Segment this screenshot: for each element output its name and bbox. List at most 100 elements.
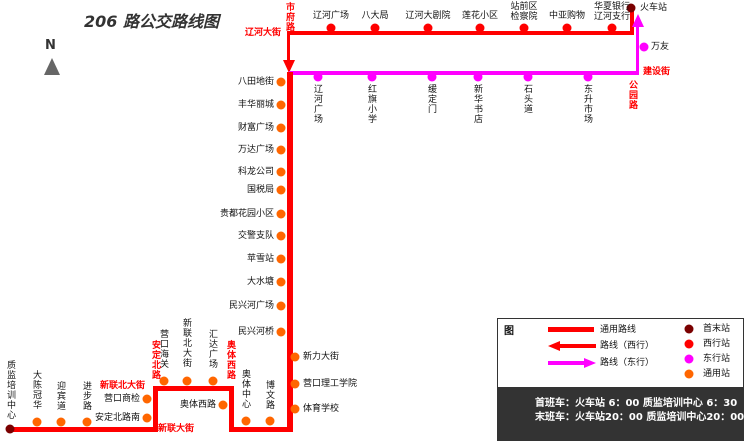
east-stop-label: 辽河广场 <box>312 84 322 124</box>
common-stop <box>241 416 251 426</box>
common-stop-label: 进步路 <box>81 381 91 411</box>
common-stop <box>208 376 218 386</box>
common-stop <box>276 209 286 219</box>
common-stop-label: 财富广场 <box>237 123 274 133</box>
legend-line-label: 路线（西行） <box>600 341 655 351</box>
common-stop <box>290 352 300 362</box>
street-label: 公园路 <box>627 80 637 110</box>
common-stop <box>276 277 286 287</box>
common-stop <box>276 167 286 177</box>
west-stop-label: 华夏银行 辽河支行 <box>593 2 631 22</box>
common-stop <box>218 400 228 410</box>
terminal-label: 质监培训中心 <box>5 360 15 420</box>
legend-stop-dot <box>684 369 694 379</box>
legend-title: 图 <box>504 326 514 337</box>
common-stop-label: 新联北大街 <box>181 318 191 368</box>
east-stop-label: 东升市场 <box>582 84 592 124</box>
east-stop-label: 万友 <box>651 42 670 52</box>
common-stop-label: 民兴河广场 <box>228 301 274 311</box>
common-route-b5 <box>10 427 158 432</box>
common-stop-label: 迎宾道 <box>55 381 65 411</box>
street-label: 奥体西路 <box>225 340 235 380</box>
common-stop-label: 安定北路南 <box>94 413 140 423</box>
common-stop <box>276 77 286 87</box>
common-stop-label: 体育学校 <box>303 404 340 414</box>
legend-stop-label: 首末站 <box>703 324 731 334</box>
west-route-up <box>630 8 634 35</box>
common-route-b1 <box>229 427 293 432</box>
common-stop <box>265 416 275 426</box>
east-route-up <box>636 24 639 75</box>
street-label: 建设街 <box>643 67 671 77</box>
east-stop <box>523 72 533 82</box>
legend: 图 通用路线 路线（西行） 路线（东行） 首末站 西行站 东行站 通用站 首班车：火车… <box>497 318 744 441</box>
west-route-down <box>287 31 290 65</box>
common-stop-label: 营口海关 <box>158 329 168 369</box>
west-stop <box>562 23 572 33</box>
common-stop <box>276 145 286 155</box>
common-route-b4 <box>153 386 158 432</box>
west-stop <box>370 23 380 33</box>
legend-stop-dot <box>684 354 694 364</box>
legend-common-line <box>548 327 594 332</box>
west-stop <box>326 23 336 33</box>
common-stop <box>276 254 286 264</box>
legend-stop-dot <box>684 339 694 349</box>
common-stop-label: 科龙公司 <box>237 167 274 177</box>
east-stop-label: 缓定门 <box>426 84 436 114</box>
west-arrow-icon <box>283 60 295 73</box>
common-stop-label: 大水塘 <box>246 277 274 287</box>
terminal-stop <box>626 3 636 13</box>
west-stop <box>475 23 485 33</box>
common-stop-label: 汇达广场 <box>207 329 217 369</box>
common-stop-label: 贵都花园小区 <box>219 209 274 219</box>
street-label: 辽河大街 <box>245 28 282 38</box>
common-stop <box>290 404 300 414</box>
first-bus-time: 首班车：火车站 6：00 质监培训中心 6：30 <box>535 398 738 409</box>
common-stop-label: 民兴河桥 <box>237 327 274 337</box>
west-stop <box>423 23 433 33</box>
west-route-top <box>288 31 634 35</box>
west-stop <box>607 23 617 33</box>
common-stop-label: 丰华丽城 <box>237 100 274 110</box>
common-stop-label: 交警支队 <box>237 231 274 241</box>
common-stop <box>142 394 152 404</box>
terminal-stop <box>5 424 15 434</box>
common-stop <box>56 417 66 427</box>
common-stop-label: 新力大街 <box>303 352 340 362</box>
common-stop <box>32 417 42 427</box>
terminal-label: 火车站 <box>640 3 668 13</box>
common-stop <box>276 327 286 337</box>
common-stop-label: 奥体中心 <box>240 369 250 409</box>
common-stop <box>276 301 286 311</box>
legend-line-label: 路线（东行） <box>600 358 655 368</box>
west-stop-label: 站前区 检察院 <box>510 2 538 22</box>
schedule-panel: 首班车：火车站 6：00 质监培训中心 6：30 末班车：火车站20：00 质监… <box>498 387 744 441</box>
common-stop <box>290 379 300 389</box>
common-route-b2 <box>229 386 234 432</box>
west-stop-label: 辽河广场 <box>312 11 350 21</box>
legend-stop-dot <box>684 324 694 334</box>
west-stop-label: 辽河大剧院 <box>405 11 451 21</box>
common-stop <box>159 376 169 386</box>
last-bus-time: 末班车：火车站20：00 质监培训中心20：00 <box>535 412 744 423</box>
east-stop <box>583 72 593 82</box>
common-stop-label: 营口理工学院 <box>303 379 358 389</box>
east-stop-label: 红旗小学 <box>366 84 376 124</box>
east-arrow-icon <box>632 14 644 27</box>
common-stop-label: 八田地街 <box>237 77 274 87</box>
east-stop <box>313 72 323 82</box>
common-stop <box>276 123 286 133</box>
legend-east-arrow-icon <box>548 358 596 368</box>
west-stop-label: 八大局 <box>361 11 389 21</box>
common-stop <box>82 417 92 427</box>
west-stop-label: 莲花小区 <box>461 11 499 21</box>
common-stop <box>276 185 286 195</box>
east-stop <box>639 42 649 52</box>
map-title: 206 路公交路线图 <box>84 12 219 31</box>
common-route-main <box>287 72 293 432</box>
legend-stop-label: 东行站 <box>703 354 731 364</box>
common-stop-label: 奥体西路 <box>179 400 216 410</box>
common-stop-label: 营口商检 <box>103 394 140 404</box>
